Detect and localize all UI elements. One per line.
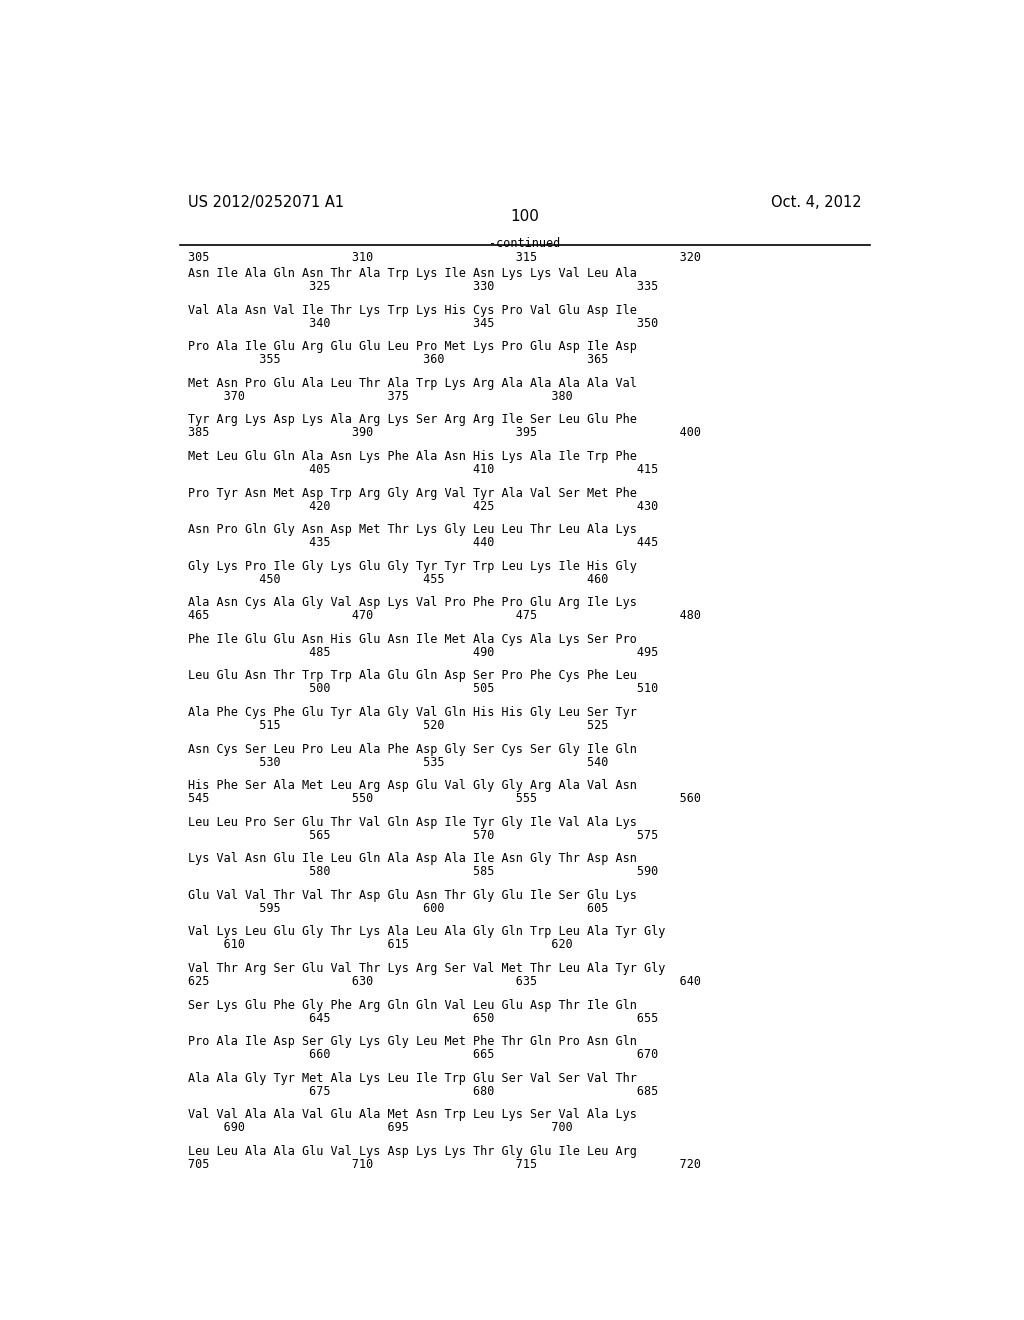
- Text: 370                    375                    380: 370 375 380: [187, 389, 572, 403]
- Text: Val Val Ala Ala Val Glu Ala Met Asn Trp Leu Lys Ser Val Ala Lys: Val Val Ala Ala Val Glu Ala Met Asn Trp …: [187, 1109, 636, 1121]
- Text: Tyr Arg Lys Asp Lys Ala Arg Lys Ser Arg Arg Ile Ser Leu Glu Phe: Tyr Arg Lys Asp Lys Ala Arg Lys Ser Arg …: [187, 413, 636, 426]
- Text: Glu Val Val Thr Val Thr Asp Glu Asn Thr Gly Glu Ile Ser Glu Lys: Glu Val Val Thr Val Thr Asp Glu Asn Thr …: [187, 888, 636, 902]
- Text: Pro Ala Ile Glu Arg Glu Glu Leu Pro Met Lys Pro Glu Asp Ile Asp: Pro Ala Ile Glu Arg Glu Glu Leu Pro Met …: [187, 341, 636, 354]
- Text: Ala Phe Cys Phe Glu Tyr Ala Gly Val Gln His His Gly Leu Ser Tyr: Ala Phe Cys Phe Glu Tyr Ala Gly Val Gln …: [187, 706, 636, 719]
- Text: 675                    680                    685: 675 680 685: [187, 1085, 657, 1098]
- Text: Val Thr Arg Ser Glu Val Thr Lys Arg Ser Val Met Thr Leu Ala Tyr Gly: Val Thr Arg Ser Glu Val Thr Lys Arg Ser …: [187, 962, 665, 975]
- Text: Met Leu Glu Gln Ala Asn Lys Phe Ala Asn His Lys Ala Ile Trp Phe: Met Leu Glu Gln Ala Asn Lys Phe Ala Asn …: [187, 450, 636, 463]
- Text: 340                    345                    350: 340 345 350: [187, 317, 657, 330]
- Text: 485                    490                    495: 485 490 495: [187, 645, 657, 659]
- Text: Ala Asn Cys Ala Gly Val Asp Lys Val Pro Phe Pro Glu Arg Ile Lys: Ala Asn Cys Ala Gly Val Asp Lys Val Pro …: [187, 597, 636, 610]
- Text: 580                    585                    590: 580 585 590: [187, 866, 657, 878]
- Text: Lys Val Asn Glu Ile Leu Gln Ala Asp Ala Ile Asn Gly Thr Asp Asn: Lys Val Asn Glu Ile Leu Gln Ala Asp Ala …: [187, 853, 636, 866]
- Text: 565                    570                    575: 565 570 575: [187, 829, 657, 842]
- Text: 610                    615                    620: 610 615 620: [187, 939, 572, 952]
- Text: Asn Ile Ala Gln Asn Thr Ala Trp Lys Ile Asn Lys Lys Val Leu Ala: Asn Ile Ala Gln Asn Thr Ala Trp Lys Ile …: [187, 267, 636, 280]
- Text: Met Asn Pro Glu Ala Leu Thr Ala Trp Lys Arg Ala Ala Ala Ala Val: Met Asn Pro Glu Ala Leu Thr Ala Trp Lys …: [187, 378, 636, 389]
- Text: Pro Ala Ile Asp Ser Gly Lys Gly Leu Met Phe Thr Gln Pro Asn Gln: Pro Ala Ile Asp Ser Gly Lys Gly Leu Met …: [187, 1035, 636, 1048]
- Text: 465                    470                    475                    480: 465 470 475 480: [187, 610, 700, 622]
- Text: -continued: -continued: [489, 236, 560, 249]
- Text: Val Lys Leu Glu Gly Thr Lys Ala Leu Ala Gly Gln Trp Leu Ala Tyr Gly: Val Lys Leu Glu Gly Thr Lys Ala Leu Ala …: [187, 925, 665, 939]
- Text: Ser Lys Glu Phe Gly Phe Arg Gln Gln Val Leu Glu Asp Thr Ile Gln: Ser Lys Glu Phe Gly Phe Arg Gln Gln Val …: [187, 998, 636, 1011]
- Text: 405                    410                    415: 405 410 415: [187, 463, 657, 477]
- Text: 690                    695                    700: 690 695 700: [187, 1121, 572, 1134]
- Text: 625                    630                    635                    640: 625 630 635 640: [187, 975, 700, 989]
- Text: 355                    360                    365: 355 360 365: [187, 354, 608, 367]
- Text: 325                    330                    335: 325 330 335: [187, 280, 657, 293]
- Text: 705                    710                    715                    720: 705 710 715 720: [187, 1158, 700, 1171]
- Text: 500                    505                    510: 500 505 510: [187, 682, 657, 696]
- Text: Asn Cys Ser Leu Pro Leu Ala Phe Asp Gly Ser Cys Ser Gly Ile Gln: Asn Cys Ser Leu Pro Leu Ala Phe Asp Gly …: [187, 743, 636, 755]
- Text: 545                    550                    555                    560: 545 550 555 560: [187, 792, 700, 805]
- Text: US 2012/0252071 A1: US 2012/0252071 A1: [187, 195, 344, 210]
- Text: Ala Ala Gly Tyr Met Ala Lys Leu Ile Trp Glu Ser Val Ser Val Thr: Ala Ala Gly Tyr Met Ala Lys Leu Ile Trp …: [187, 1072, 636, 1085]
- Text: 420                    425                    430: 420 425 430: [187, 500, 657, 512]
- Text: His Phe Ser Ala Met Leu Arg Asp Glu Val Gly Gly Arg Ala Val Asn: His Phe Ser Ala Met Leu Arg Asp Glu Val …: [187, 779, 636, 792]
- Text: 100: 100: [510, 210, 540, 224]
- Text: 595                    600                    605: 595 600 605: [187, 902, 608, 915]
- Text: 515                    520                    525: 515 520 525: [187, 719, 608, 733]
- Text: 305                    310                    315                    320: 305 310 315 320: [187, 251, 700, 264]
- Text: Leu Leu Ala Ala Glu Val Lys Asp Lys Lys Thr Gly Glu Ile Leu Arg: Leu Leu Ala Ala Glu Val Lys Asp Lys Lys …: [187, 1144, 636, 1158]
- Text: Asn Pro Gln Gly Asn Asp Met Thr Lys Gly Leu Leu Thr Leu Ala Lys: Asn Pro Gln Gly Asn Asp Met Thr Lys Gly …: [187, 523, 636, 536]
- Text: 450                    455                    460: 450 455 460: [187, 573, 608, 586]
- Text: 435                    440                    445: 435 440 445: [187, 536, 657, 549]
- Text: Leu Leu Pro Ser Glu Thr Val Gln Asp Ile Tyr Gly Ile Val Ala Lys: Leu Leu Pro Ser Glu Thr Val Gln Asp Ile …: [187, 816, 636, 829]
- Text: Leu Glu Asn Thr Trp Trp Ala Glu Gln Asp Ser Pro Phe Cys Phe Leu: Leu Glu Asn Thr Trp Trp Ala Glu Gln Asp …: [187, 669, 636, 682]
- Text: Oct. 4, 2012: Oct. 4, 2012: [771, 195, 862, 210]
- Text: 385                    390                    395                    400: 385 390 395 400: [187, 426, 700, 440]
- Text: 660                    665                    670: 660 665 670: [187, 1048, 657, 1061]
- Text: 645                    650                    655: 645 650 655: [187, 1011, 657, 1024]
- Text: Phe Ile Glu Glu Asn His Glu Asn Ile Met Ala Cys Ala Lys Ser Pro: Phe Ile Glu Glu Asn His Glu Asn Ile Met …: [187, 632, 636, 645]
- Text: Pro Tyr Asn Met Asp Trp Arg Gly Arg Val Tyr Ala Val Ser Met Phe: Pro Tyr Asn Met Asp Trp Arg Gly Arg Val …: [187, 487, 636, 499]
- Text: Gly Lys Pro Ile Gly Lys Glu Gly Tyr Tyr Trp Leu Lys Ile His Gly: Gly Lys Pro Ile Gly Lys Glu Gly Tyr Tyr …: [187, 560, 636, 573]
- Text: 530                    535                    540: 530 535 540: [187, 755, 608, 768]
- Text: Val Ala Asn Val Ile Thr Lys Trp Lys His Cys Pro Val Glu Asp Ile: Val Ala Asn Val Ile Thr Lys Trp Lys His …: [187, 304, 636, 317]
